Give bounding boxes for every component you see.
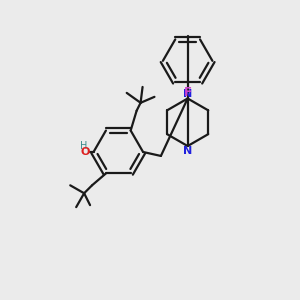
Text: H: H: [80, 141, 87, 151]
Text: O: O: [81, 147, 90, 157]
Text: N: N: [183, 146, 192, 156]
Text: F: F: [184, 86, 192, 99]
Text: N: N: [183, 88, 192, 98]
